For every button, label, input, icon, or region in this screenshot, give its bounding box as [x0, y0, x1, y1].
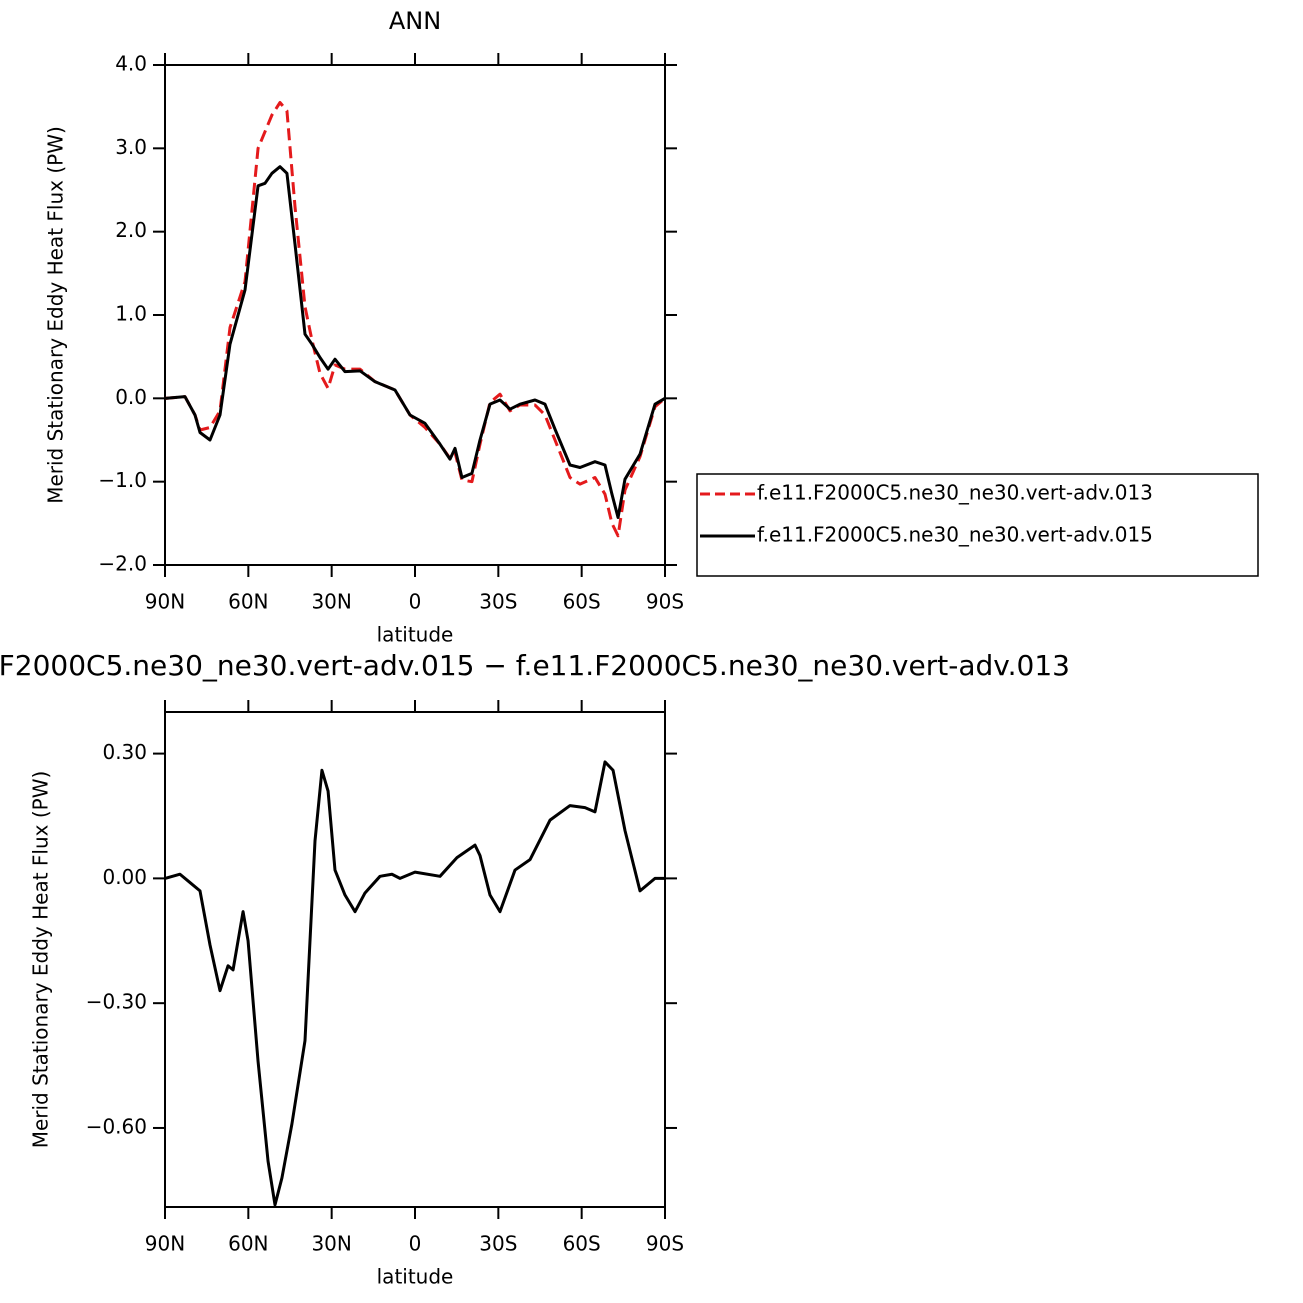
y-tick-label: 4.0: [115, 52, 147, 76]
x-tick-label: 30N: [311, 1232, 351, 1256]
plot-frame: [164, 64, 666, 566]
data-line: [164, 101, 666, 538]
y-tick-label: 0.0: [115, 385, 147, 409]
legend-label: f.e11.F2000C5.ne30_ne30.vert-adv.013: [757, 481, 1153, 505]
y-tick-label: 2.0: [115, 218, 147, 242]
y-tick-label: −2.0: [98, 552, 147, 576]
data-line: [164, 165, 666, 519]
y-tick-label: 0.30: [102, 740, 147, 764]
x-tick-label: 60S: [563, 1232, 601, 1256]
x-tick-label: 30S: [479, 1232, 517, 1256]
x-axis-label: latitude: [377, 623, 454, 647]
x-tick-label: 60N: [228, 590, 268, 614]
x-tick-label: 90N: [145, 590, 185, 614]
x-tick-label: 30S: [479, 590, 517, 614]
y-tick-label: 1.0: [115, 302, 147, 326]
panel: ANN 4.0 3.0 2.0 1.0 0.0 −1.0 −2.0 90N 60N 30N 0 30S 6…: [44, 7, 1259, 647]
data-line: [164, 760, 665, 1207]
y-axis-label: Merid Stationary Eddy Heat Flux (PW): [44, 126, 68, 504]
y-tick-label: −1.0: [98, 468, 147, 492]
plot-frame: [164, 711, 666, 1208]
legend-label: f.e11.F2000C5.ne30_ne30.vert-adv.015: [757, 523, 1153, 547]
x-tick-label: 60S: [563, 590, 601, 614]
x-tick-label: 90S: [646, 590, 684, 614]
x-tick-label: 0: [409, 1232, 422, 1256]
chart-title: f.e11.F2000C5.ne30_ne30.vert-adv.015 − f…: [0, 649, 1070, 682]
y-tick-label: 3.0: [115, 135, 147, 159]
legend-box: [696, 473, 1259, 577]
y-tick-label: −0.30: [86, 990, 147, 1014]
chart-title: ANN: [389, 7, 441, 35]
x-tick-label: 30N: [311, 590, 351, 614]
x-tick-label: 60N: [228, 1232, 268, 1256]
y-axis-label: Merid Stationary Eddy Heat Flux (PW): [29, 771, 53, 1149]
x-axis-label: latitude: [377, 1265, 454, 1289]
x-tick-label: 0: [409, 590, 422, 614]
panel: f.e11.F2000C5.ne30_ne30.vert-adv.015 − f…: [0, 649, 1070, 1289]
x-tick-label: 90N: [145, 1232, 185, 1256]
x-tick-label: 90S: [646, 1232, 684, 1256]
y-tick-label: −0.60: [86, 1114, 147, 1138]
y-tick-label: 0.00: [102, 865, 147, 889]
